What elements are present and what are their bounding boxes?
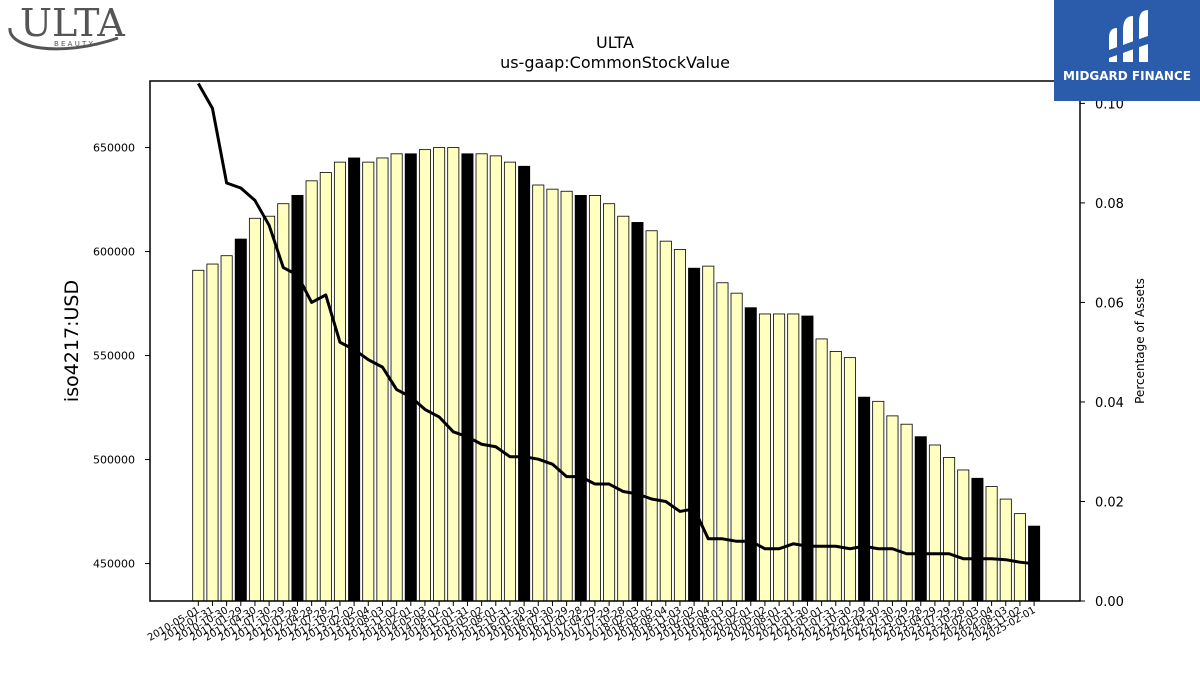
bar-2020-02-01 [744, 307, 757, 602]
bar-2015-08-01 [489, 155, 502, 602]
ulta-logo: ULTA B E A U T Y [0, 0, 140, 60]
ulta-logo-swoosh [8, 27, 119, 51]
bar-2015-10-31 [503, 161, 516, 602]
y-tick-label: 550000 [93, 350, 135, 363]
bar-2013-05-04 [362, 161, 375, 602]
y2-tick-label: 0.00 [1095, 595, 1124, 610]
bar-2011-07-30 [263, 215, 276, 602]
bar-2010-10-30 [220, 255, 233, 602]
midgard-finance-logo: MIDGARD FINANCE [1054, 0, 1200, 101]
bar-2014-08-02 [433, 147, 446, 602]
bar-2017-01-28 [574, 194, 587, 602]
bar-2017-04-29 [588, 194, 601, 602]
bar-2013-08-03 [376, 157, 389, 602]
bar-2020-10-31 [787, 313, 800, 602]
bar-2023-04-29 [928, 444, 941, 602]
bar-2010-07-31 [206, 263, 219, 602]
bar-2015-01-31 [461, 153, 474, 602]
bar-2018-08-04 [659, 240, 672, 602]
y2-tick-label: 0.06 [1095, 296, 1124, 311]
bar-2013-02-02 [348, 157, 361, 602]
bar-2018-11-03 [673, 249, 686, 602]
y-axis-right: 0.00 0.02 0.04 0.06 0.08 0.10 [1080, 97, 1124, 610]
ulta-logo-text: ULTA [20, 1, 125, 45]
bar-2016-01-30 [518, 165, 531, 602]
y-tick-label: 600000 [93, 246, 135, 259]
y-tick-label: 650000 [93, 142, 135, 155]
bar-2014-05-03 [418, 149, 431, 602]
bar-2024-02-03 [971, 477, 984, 602]
bar-2022-07-30 [886, 415, 899, 602]
bar-2016-04-30 [532, 184, 545, 602]
bar-2019-11-02 [730, 292, 743, 602]
bar-2010-05-01 [192, 269, 205, 602]
bar-2024-08-03 [999, 498, 1012, 602]
ulta-logo-graphic: ULTA B E A U T Y [8, 1, 125, 51]
bar-2022-04-30 [872, 400, 885, 602]
chart-title: ULTA [596, 33, 634, 52]
y-axis-left: 450000 500000 550000 600000 650000 [93, 142, 150, 571]
bar-2023-10-28 [957, 469, 970, 602]
bar-2024-05-04 [985, 486, 998, 602]
bar-2013-11-02 [390, 153, 403, 602]
bar-2011-04-30 [248, 217, 261, 602]
bar-2019-08-03 [716, 282, 729, 602]
bar-2012-04-28 [305, 180, 318, 602]
bar-2022-10-29 [900, 423, 913, 602]
plot-frame [149, 80, 1081, 602]
bar-2021-10-30 [843, 357, 856, 602]
bar-2018-05-05 [645, 230, 658, 602]
bar-2024-11-02 [1013, 513, 1026, 602]
y2-tick-label: 0.04 [1095, 396, 1124, 411]
y2-tick-label: 0.02 [1095, 495, 1124, 510]
y2-tick-label: 0.08 [1095, 197, 1124, 212]
x-axis: 2010-05-012010-07-312010-10-302011-01-29… [146, 601, 1038, 644]
bar-2020-05-02 [758, 313, 771, 602]
bar-2021-05-01 [815, 338, 828, 602]
bar-2020-08-01 [773, 313, 786, 602]
chart-subtitle: us-gaap:CommonStockValue [500, 53, 730, 72]
bar-2012-10-27 [333, 161, 346, 602]
bar-2019-02-02 [688, 267, 701, 602]
y-tick-label: 500000 [93, 454, 135, 467]
bar-2018-02-03 [631, 222, 644, 602]
bar-2015-05-02 [475, 153, 488, 602]
ulta-logo-subtext: B E A U T Y [54, 40, 94, 48]
bar-2017-10-28 [617, 215, 630, 602]
bar-2016-10-29 [560, 190, 573, 602]
bar-2012-07-28 [319, 172, 332, 602]
line-group [196, 82, 1035, 566]
percentage-of-assets-line [196, 82, 1035, 566]
bar-2023-01-28 [914, 436, 927, 602]
bar-2011-01-29 [234, 238, 247, 602]
bar-2016-07-30 [546, 188, 559, 602]
y-tick-label: 450000 [93, 558, 135, 571]
y-axis-label: iso4217:USD [61, 280, 83, 402]
bar-2014-11-01 [447, 147, 460, 602]
y2-tick-label: 0.10 [1095, 97, 1124, 112]
midgard-logo-text: MIDGARD FINANCE [1063, 69, 1191, 83]
bar-2019-05-04 [702, 265, 715, 602]
bars-group [192, 147, 1041, 602]
bar-2021-07-31 [829, 350, 842, 602]
bar-2022-01-29 [858, 396, 871, 602]
bar-2017-07-29 [603, 203, 616, 602]
midgard-logo-mark [1109, 10, 1148, 62]
bar-2021-01-30 [801, 315, 814, 602]
y2-axis-label: Percentage of Assets [1133, 278, 1147, 404]
bar-2012-01-28 [291, 194, 304, 602]
bar-2023-07-29 [943, 457, 956, 602]
bar-2014-02-01 [404, 153, 417, 602]
